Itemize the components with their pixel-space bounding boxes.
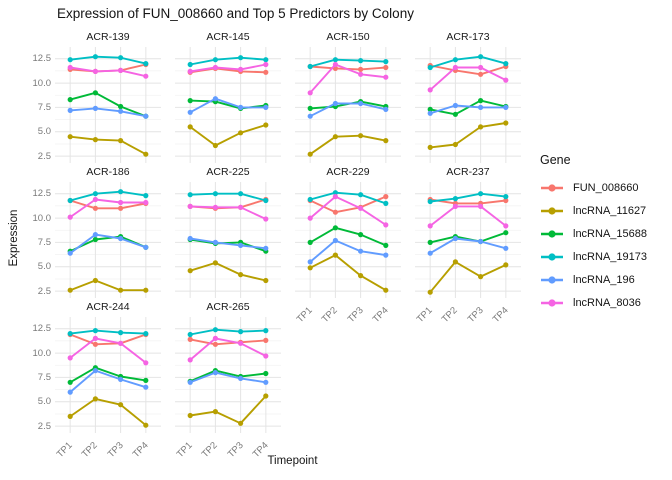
x-axis-tick-label: TP4 — [490, 305, 511, 326]
facet-panel — [55, 47, 161, 163]
legend-entry-label: lncRNA_19173 — [573, 251, 647, 263]
legend-entry: FUN_008660 — [540, 179, 638, 197]
legend-key-icon — [541, 207, 563, 215]
legend-key-icon — [541, 230, 563, 238]
facet-strip-label: ACR-173 — [446, 31, 490, 43]
legend-key-icon — [541, 184, 563, 192]
facet-panel — [55, 317, 161, 433]
x-axis-tick-label: TP1 — [414, 305, 435, 326]
y-axis-tick-label: 12.5 — [32, 53, 52, 65]
facet-panel — [175, 182, 281, 298]
legend-key-icon — [541, 299, 563, 307]
facet-strip-label: ACR-265 — [206, 301, 250, 313]
facet-panel — [415, 47, 521, 163]
facet-strip-label: ACR-244 — [86, 301, 130, 313]
x-axis-tick-label: TP4 — [370, 305, 391, 326]
legend-entry: lncRNA_19173 — [540, 248, 647, 266]
facet-panel — [55, 182, 161, 298]
legend-key-icon — [541, 253, 563, 261]
x-axis-tick-label: TP3 — [465, 305, 486, 326]
y-axis-tick-label: 10.0 — [32, 212, 52, 224]
facet-panel — [175, 47, 281, 163]
x-axis-tick-label: TP2 — [320, 305, 341, 326]
legend-entry: lncRNA_196 — [540, 271, 635, 289]
y-axis-tick-label: 10.0 — [32, 77, 52, 89]
y-axis-tick-label: 7.5 — [37, 101, 51, 113]
facet-strip-label: ACR-229 — [326, 166, 370, 178]
x-axis-tick-label: TP3 — [345, 305, 366, 326]
y-axis-tick-label: 12.5 — [32, 188, 52, 200]
facet-strip-label: ACR-186 — [86, 166, 130, 178]
legend-entry: lncRNA_15688 — [540, 225, 647, 243]
legend-entry-label: lncRNA_15688 — [573, 228, 647, 240]
x-axis-tick-label: TP2 — [440, 305, 461, 326]
facet-panel — [415, 182, 521, 298]
y-axis-tick-label: 10.0 — [32, 347, 52, 359]
y-axis-tick-label: 7.5 — [37, 236, 51, 248]
legend-entry-label: lncRNA_196 — [573, 274, 635, 286]
facet-strip-label: ACR-139 — [86, 31, 130, 43]
facet-strip-label: ACR-150 — [326, 31, 370, 43]
legend-title: Gene — [540, 153, 571, 167]
chart-title: Expression of FUN_008660 and Top 5 Predi… — [57, 6, 414, 21]
facet-panel — [295, 182, 401, 298]
y-axis-tick-label: 12.5 — [32, 323, 52, 335]
y-axis-tick-label: 2.5 — [37, 150, 51, 162]
facet-strip-label: ACR-237 — [446, 166, 490, 178]
legend-entry-label: lncRNA_11627 — [573, 205, 647, 217]
y-axis-tick-label: 7.5 — [37, 371, 51, 383]
legend-entry: lncRNA_11627 — [540, 202, 646, 220]
y-axis-tick-label: 5.0 — [37, 126, 51, 138]
legend-entry-label: FUN_008660 — [573, 182, 639, 194]
facet-strip-label: ACR-225 — [206, 166, 250, 178]
x-axis-tick-label: TP1 — [294, 305, 315, 326]
y-axis-tick-label: 2.5 — [37, 420, 51, 432]
y-axis-tick-label: 2.5 — [37, 285, 51, 297]
legend-entry-label: lncRNA_8036 — [573, 297, 641, 309]
y-axis-tick-label: 5.0 — [37, 261, 51, 273]
x-axis-title: Timepoint — [267, 455, 318, 467]
legend-key-icon — [541, 276, 563, 284]
legend-entry: lncRNA_8036 — [540, 294, 641, 312]
y-axis-tick-label: 5.0 — [37, 396, 51, 408]
facet-panel — [295, 47, 401, 163]
facet-strip-label: ACR-145 — [206, 31, 250, 43]
facet-panel — [175, 317, 281, 433]
